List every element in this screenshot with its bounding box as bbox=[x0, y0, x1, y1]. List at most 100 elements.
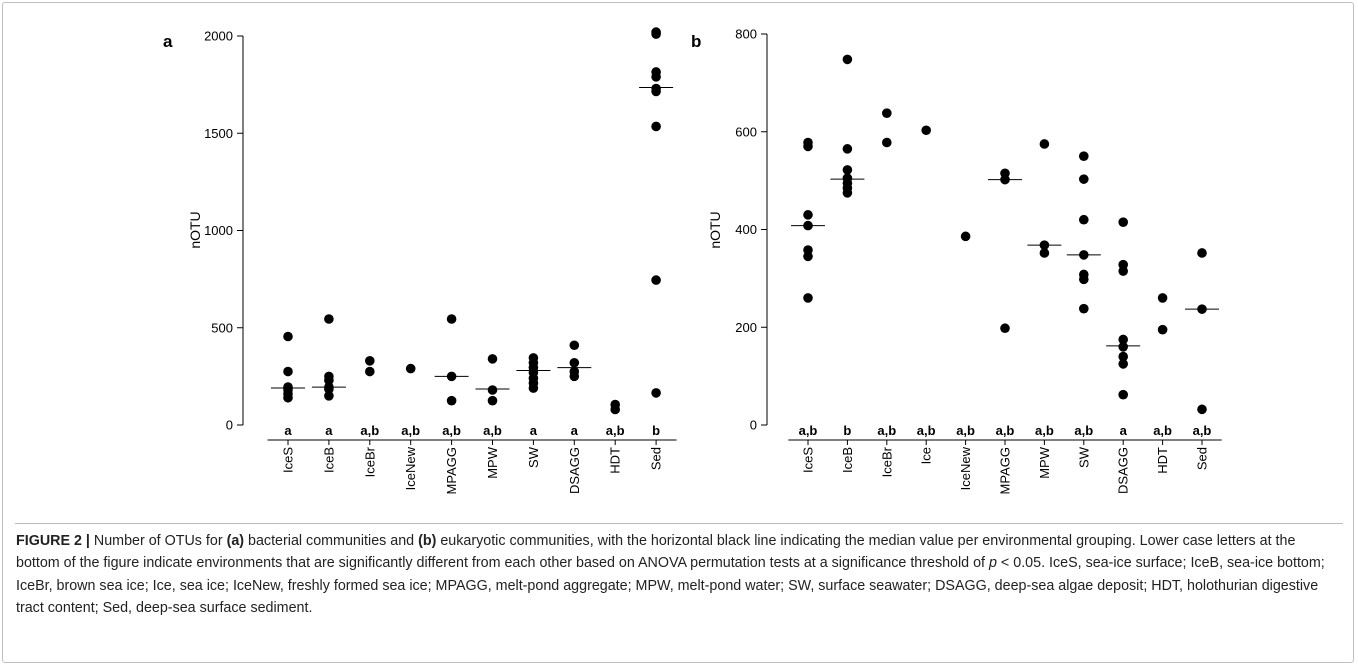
caption-text: < 0.05. IceS, sea-ice surface; IceB, sea… bbox=[16, 555, 1325, 617]
panel-a-y-axis-label: nOTU bbox=[187, 211, 203, 248]
caption-text: Number of OTUs for bbox=[89, 533, 227, 549]
panel-b-chart: b nOTU 0 200 400 600 800 IceS a,b IceB b IceBr a,b… bbox=[691, 27, 1222, 494]
data-point bbox=[803, 251, 813, 262]
data-point bbox=[651, 29, 661, 39]
data-point bbox=[487, 354, 498, 364]
significance-label: b bbox=[652, 423, 660, 438]
data-point bbox=[803, 141, 813, 152]
caption-panel-b-ref: (b) bbox=[418, 533, 437, 549]
panel-b-tag: b bbox=[691, 32, 701, 51]
x-tick-label: Ice bbox=[919, 447, 934, 464]
data-point bbox=[1157, 293, 1168, 303]
significance-label: a bbox=[284, 423, 292, 438]
data-point bbox=[1079, 174, 1089, 184]
x-tick-label: IceB bbox=[840, 447, 855, 473]
data-point bbox=[1000, 323, 1010, 334]
data-point bbox=[882, 137, 892, 148]
significance-label: a,b bbox=[1193, 423, 1212, 438]
significance-label: a,b bbox=[606, 423, 625, 438]
x-tick-label: IceBr bbox=[362, 446, 377, 477]
significance-label: a,b bbox=[360, 423, 379, 438]
data-point bbox=[324, 375, 334, 386]
caption-panel-a-ref: (a) bbox=[226, 533, 245, 549]
data-point bbox=[1079, 214, 1089, 225]
data-point bbox=[1118, 389, 1128, 400]
significance-label: a,b bbox=[1074, 423, 1093, 438]
x-tick-label: HDT bbox=[608, 447, 623, 474]
data-point bbox=[882, 108, 892, 118]
data-point bbox=[1118, 334, 1128, 345]
y-tick-label: 600 bbox=[735, 124, 757, 139]
x-tick-label: DSAGG bbox=[567, 447, 582, 494]
x-tick-label: IceS bbox=[801, 447, 816, 473]
data-point bbox=[569, 340, 580, 351]
y-tick-label: 0 bbox=[226, 418, 233, 433]
data-point bbox=[487, 395, 498, 406]
data-point bbox=[1118, 342, 1128, 352]
significance-label: a,b bbox=[442, 423, 461, 438]
data-point bbox=[1157, 324, 1168, 335]
y-tick-label: 500 bbox=[211, 320, 233, 335]
data-point bbox=[803, 293, 813, 303]
data-point bbox=[842, 144, 853, 154]
x-tick-label: MPAGG bbox=[444, 447, 459, 494]
panel-a-chart: a nOTU 0 500 1000 1500 2000 IceS a IceB a IceBr a,… bbox=[163, 27, 677, 494]
data-point bbox=[651, 72, 661, 82]
x-tick-label: Sed bbox=[1195, 447, 1210, 470]
data-point bbox=[651, 275, 661, 285]
data-point bbox=[1118, 359, 1128, 369]
significance-label: a bbox=[325, 423, 333, 438]
x-tick-label: DSAGG bbox=[1116, 447, 1131, 494]
data-point bbox=[921, 125, 931, 136]
x-tick-label: MPAGG bbox=[998, 447, 1013, 494]
x-tick-label: MPW bbox=[485, 446, 500, 479]
y-tick-label: 2000 bbox=[204, 29, 233, 44]
data-point bbox=[446, 395, 457, 406]
data-point bbox=[960, 231, 971, 242]
significance-label: a,b bbox=[799, 423, 818, 438]
data-point bbox=[528, 383, 539, 393]
caption-divider bbox=[15, 523, 1343, 524]
data-point bbox=[569, 371, 580, 382]
data-point bbox=[1118, 266, 1128, 276]
caption-text: bacterial communities and bbox=[244, 533, 419, 549]
data-point bbox=[446, 314, 457, 324]
significance-label: a,b bbox=[956, 423, 975, 438]
data-point bbox=[283, 392, 293, 403]
data-point bbox=[405, 363, 416, 374]
y-tick-label: 1500 bbox=[204, 126, 233, 141]
data-point bbox=[651, 388, 661, 398]
data-point bbox=[842, 165, 853, 175]
y-tick-label: 0 bbox=[750, 418, 757, 433]
figure-caption: FIGURE 2 | Number of OTUs for (a) bacter… bbox=[16, 530, 1342, 620]
significance-label: a bbox=[1120, 423, 1128, 438]
data-point bbox=[1079, 274, 1089, 285]
significance-label: a,b bbox=[401, 423, 420, 438]
data-point bbox=[610, 404, 620, 415]
x-tick-label: Sed bbox=[649, 447, 664, 470]
data-point bbox=[651, 86, 661, 97]
y-tick-label: 400 bbox=[735, 222, 757, 237]
data-point bbox=[651, 121, 661, 132]
data-point bbox=[842, 188, 853, 198]
x-tick-label: SW bbox=[526, 446, 541, 468]
x-tick-label: IceNew bbox=[403, 446, 418, 490]
figure-label: FIGURE 2 | bbox=[16, 533, 90, 549]
x-tick-label: IceS bbox=[281, 447, 296, 473]
significance-label: a bbox=[530, 423, 538, 438]
data-point bbox=[283, 366, 293, 377]
data-point bbox=[842, 54, 853, 65]
data-point bbox=[365, 366, 375, 377]
x-tick-label: IceB bbox=[321, 447, 336, 473]
significance-label: a bbox=[571, 423, 579, 438]
significance-label: a,b bbox=[1153, 423, 1172, 438]
significance-label: a,b bbox=[483, 423, 502, 438]
data-point bbox=[324, 391, 334, 401]
data-point bbox=[1039, 248, 1050, 258]
x-tick-label: HDT bbox=[1155, 447, 1170, 474]
data-point bbox=[324, 314, 334, 324]
significance-label: b bbox=[843, 423, 851, 438]
caption-p-symbol: p bbox=[989, 555, 997, 572]
data-point bbox=[1118, 351, 1128, 362]
